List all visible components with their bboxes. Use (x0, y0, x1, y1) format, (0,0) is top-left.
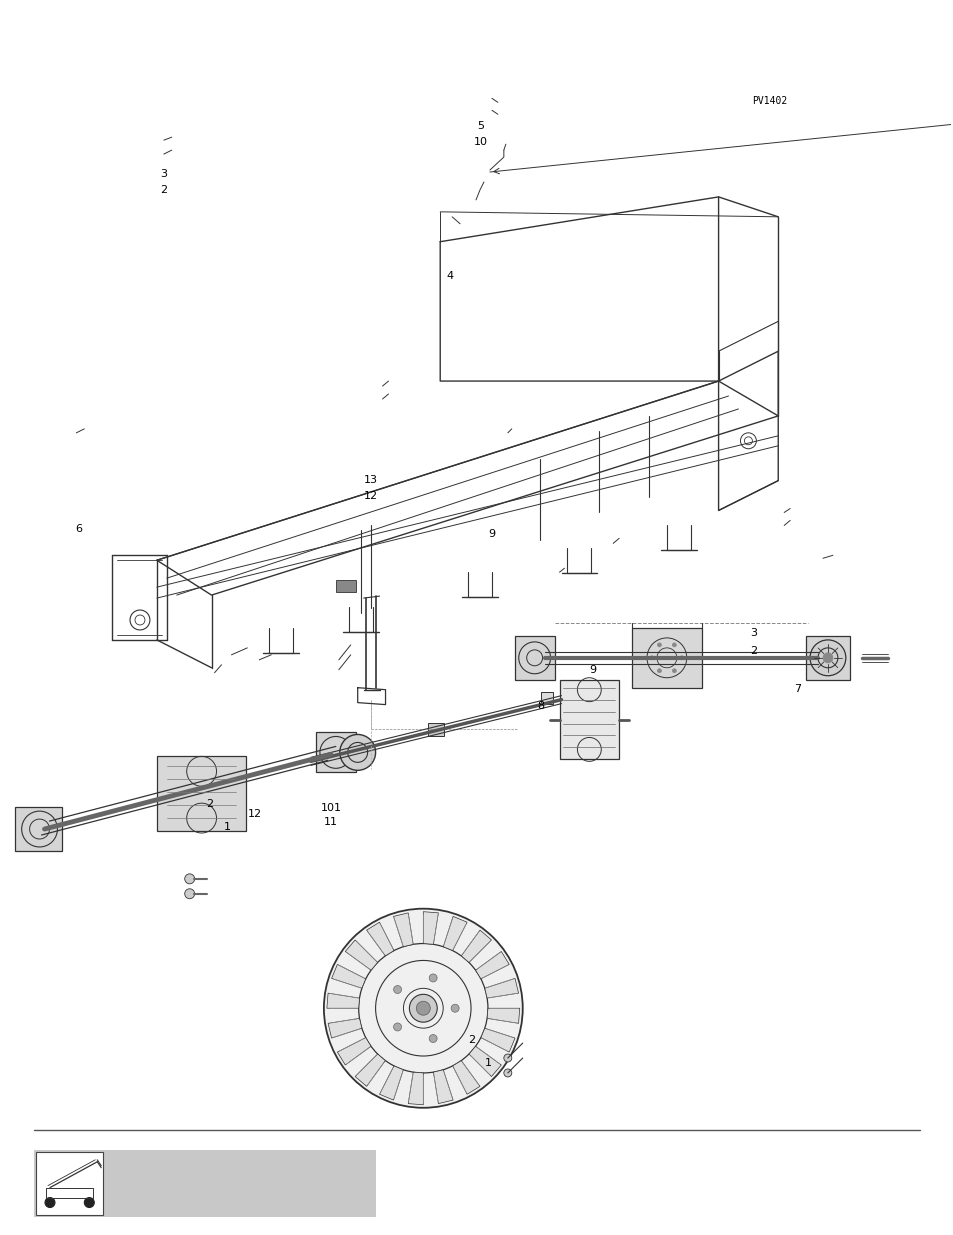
Bar (805, 636, 849, 679)
Polygon shape (328, 1019, 361, 1039)
Circle shape (409, 994, 436, 1023)
Bar (632, 627, 701, 688)
Circle shape (429, 974, 436, 982)
Polygon shape (469, 1046, 501, 1077)
Circle shape (324, 909, 522, 1108)
Bar (558, 679, 618, 760)
Polygon shape (332, 965, 365, 988)
Circle shape (416, 1002, 430, 1015)
Polygon shape (327, 993, 359, 1008)
Circle shape (657, 669, 660, 673)
Text: 2: 2 (160, 185, 168, 195)
Polygon shape (355, 1053, 385, 1087)
Text: 9: 9 (488, 529, 496, 538)
Bar (315, 732, 355, 772)
Circle shape (672, 669, 676, 673)
Polygon shape (366, 923, 394, 956)
Text: 6: 6 (75, 524, 82, 534)
Text: 2: 2 (206, 799, 213, 809)
Text: 5: 5 (476, 121, 484, 131)
Circle shape (84, 1198, 94, 1208)
Polygon shape (452, 1061, 479, 1094)
Bar (14, 808, 62, 851)
Circle shape (451, 1004, 458, 1013)
Circle shape (185, 874, 194, 884)
Bar (319, 751, 332, 763)
Text: 1: 1 (484, 1057, 492, 1067)
Polygon shape (433, 1070, 453, 1104)
Text: 13: 13 (363, 474, 377, 485)
Text: 1: 1 (224, 821, 231, 831)
Polygon shape (461, 930, 491, 962)
Polygon shape (379, 1066, 403, 1100)
Polygon shape (480, 1029, 515, 1052)
Bar (34, 1150, 375, 1218)
Polygon shape (487, 1008, 519, 1024)
Text: 4: 4 (446, 270, 454, 280)
Bar (36, 1152, 103, 1215)
Text: 10: 10 (474, 137, 487, 147)
Circle shape (503, 1070, 511, 1077)
Polygon shape (484, 978, 518, 998)
Polygon shape (408, 1072, 423, 1105)
Circle shape (809, 640, 845, 676)
Bar (515, 636, 554, 679)
Bar (540, 692, 552, 704)
Text: 3: 3 (160, 169, 168, 179)
Text: 2: 2 (750, 646, 757, 656)
Polygon shape (476, 951, 509, 979)
Bar (335, 580, 355, 592)
Circle shape (503, 1053, 511, 1062)
Text: 11: 11 (324, 816, 337, 826)
Polygon shape (423, 911, 438, 945)
Text: 101: 101 (320, 803, 341, 813)
Bar (156, 756, 246, 831)
Circle shape (185, 889, 194, 899)
Text: PV1402: PV1402 (751, 96, 786, 106)
Circle shape (822, 653, 832, 663)
Polygon shape (345, 940, 377, 971)
Polygon shape (443, 916, 467, 951)
Circle shape (394, 1023, 401, 1031)
Circle shape (657, 643, 660, 647)
Text: 7: 7 (793, 684, 801, 694)
Text: 12: 12 (363, 490, 377, 500)
Circle shape (429, 1035, 436, 1042)
Circle shape (394, 986, 401, 993)
Circle shape (649, 656, 653, 659)
Bar (428, 722, 444, 736)
Text: 8: 8 (537, 701, 543, 711)
Circle shape (45, 1198, 55, 1208)
Circle shape (339, 735, 375, 771)
Text: 2: 2 (467, 1035, 475, 1046)
Text: 3: 3 (750, 629, 757, 638)
Circle shape (679, 656, 683, 659)
Text: 9: 9 (589, 666, 596, 676)
Text: 12: 12 (248, 809, 262, 819)
Polygon shape (337, 1037, 371, 1065)
Circle shape (672, 643, 676, 647)
Polygon shape (393, 913, 413, 947)
